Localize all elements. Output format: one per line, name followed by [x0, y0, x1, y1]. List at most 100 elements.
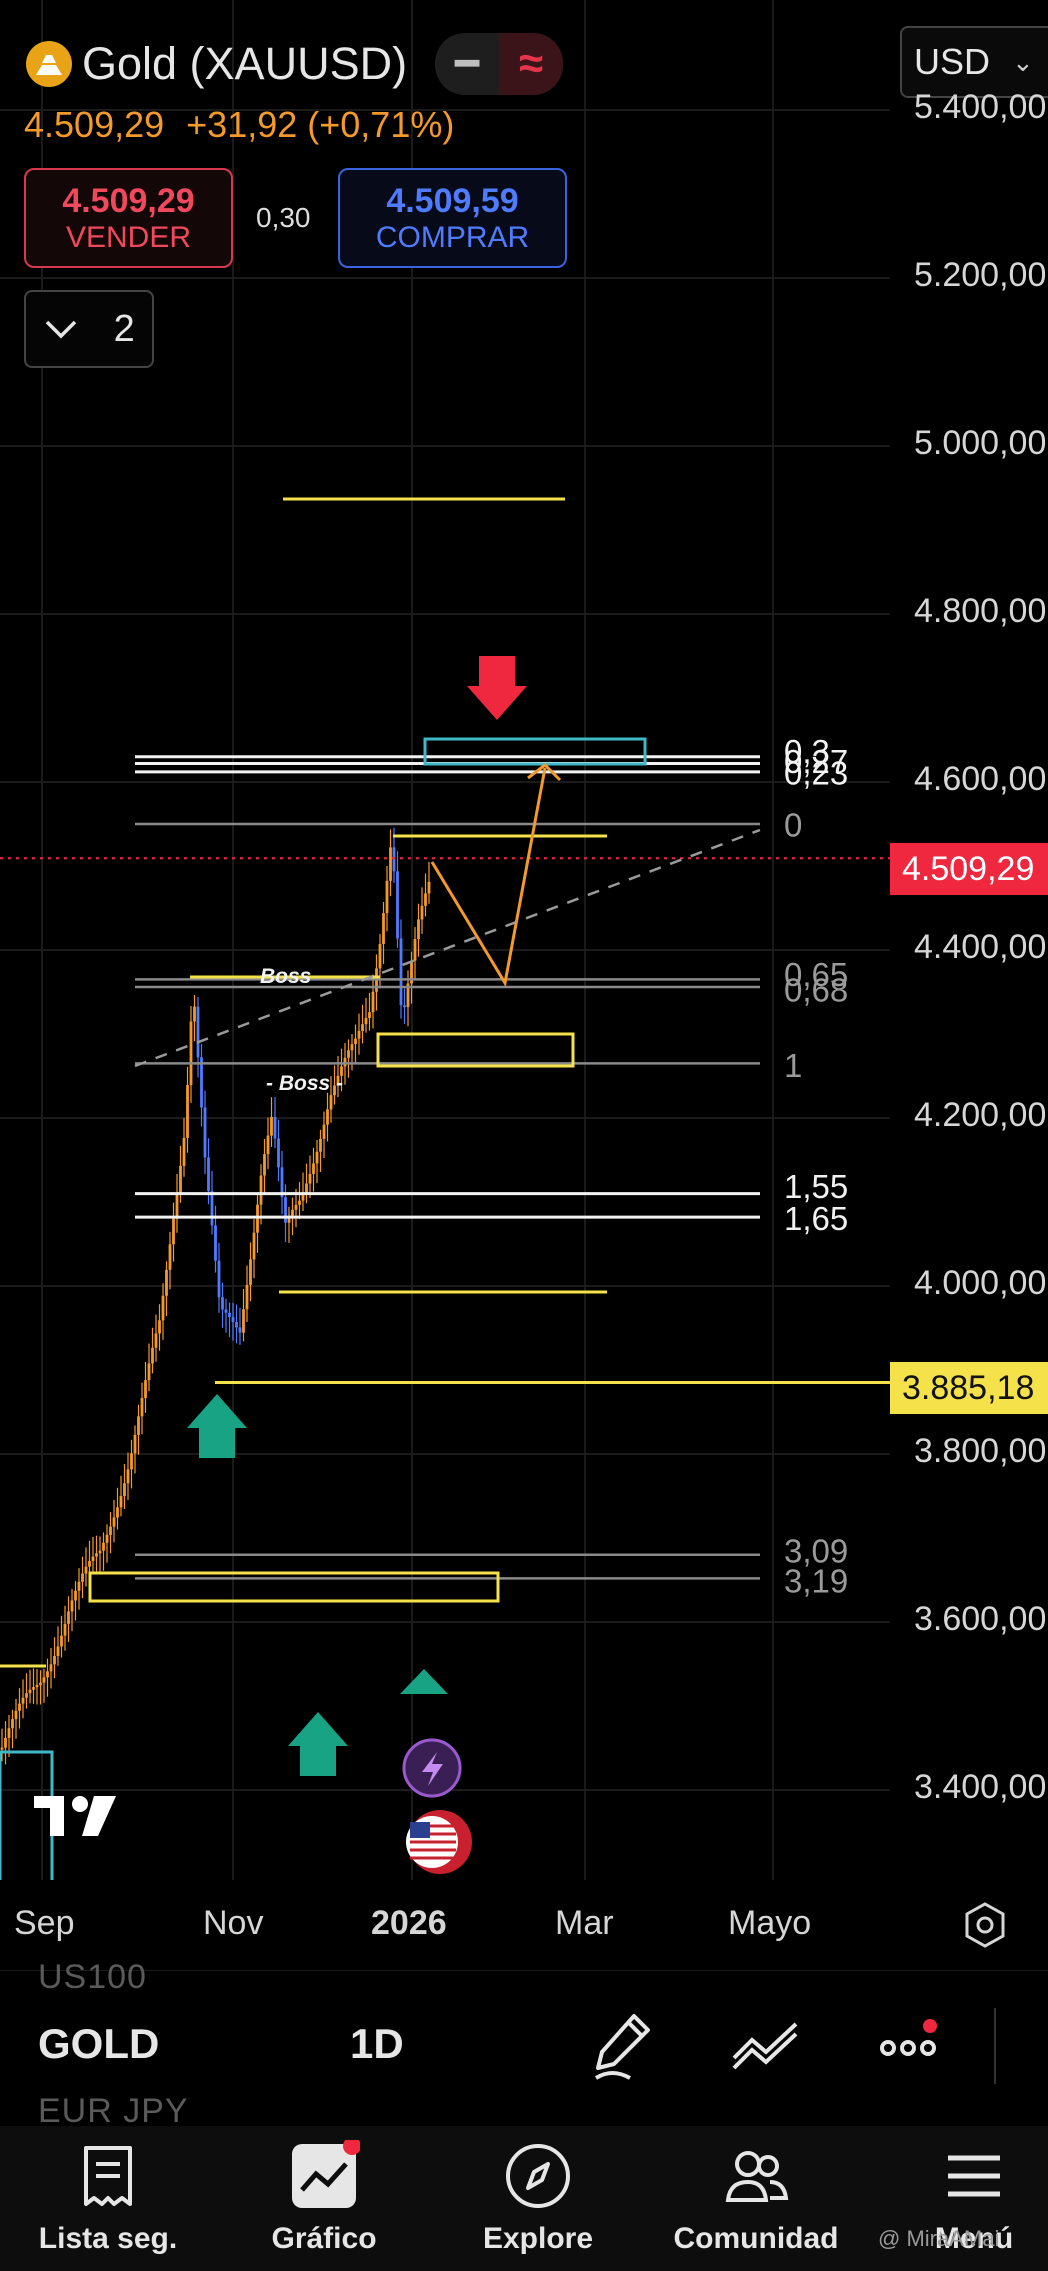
candle-body [158, 1320, 161, 1334]
candle-body [336, 1075, 340, 1086]
candle-body [235, 1322, 238, 1328]
toolbar-symbol[interactable]: GOLD [38, 2020, 160, 2067]
symbol-title[interactable]: Gold (XAUUSD) [82, 38, 408, 89]
candle-body [35, 1685, 39, 1688]
indicators-toggle-button[interactable]: 2 [24, 290, 154, 368]
candle-body [168, 1244, 172, 1270]
candle-body [123, 1483, 126, 1496]
chart-style-toggle[interactable]: ━ ≈ [435, 33, 564, 95]
candle-body [259, 1175, 263, 1205]
candle-body [147, 1363, 151, 1381]
candle-body [263, 1154, 266, 1176]
candle-body [95, 1553, 98, 1557]
candle-body [413, 939, 417, 961]
nav-menu[interactable]: Menú [874, 2140, 1048, 2256]
time-label-sep: Sep [14, 1904, 75, 1942]
candle-body [333, 1085, 336, 1096]
fib-level-label: 0 [784, 807, 802, 844]
candle-body [210, 1191, 214, 1226]
nav-watchlist[interactable]: Lista seg. [8, 2140, 208, 2256]
price-axis-label: 5.200,00 [914, 256, 1047, 294]
candle-body [126, 1469, 130, 1484]
candle-body [301, 1192, 305, 1201]
price-chart[interactable]: 0,30,270,23 0 0,650,68 1 1,551,65 3,093,19 Bos… [0, 0, 1048, 1880]
ghost-symbol-above: US100 [38, 1958, 147, 1996]
sell-price: 4.509,29 [62, 181, 195, 220]
candle-body [361, 1024, 364, 1031]
last-price: 4.509,29 [24, 104, 165, 145]
price-change-line: 4.509,29 +31,92 (+0,71%) [24, 104, 454, 146]
boss-label-1: Boss [260, 965, 311, 988]
fib-level-label: 3,09 [784, 1532, 848, 1569]
candle-body [70, 1600, 74, 1612]
candle-body [116, 1507, 119, 1518]
candle-body [319, 1138, 322, 1152]
candle-body [0, 1747, 4, 1750]
up-arrow-icon [288, 1712, 348, 1776]
candle-body [88, 1560, 91, 1567]
price-axis-label: 4.000,00 [914, 1264, 1047, 1302]
candle-body [200, 1057, 203, 1108]
candle-body [203, 1107, 207, 1158]
price-axis-label: 4.200,00 [914, 1096, 1047, 1134]
candle-body [417, 919, 420, 940]
watermark-text: @ MiraAMai [878, 2226, 1000, 2251]
candle-body [18, 1703, 21, 1711]
candle-body [32, 1687, 35, 1690]
symbol-header[interactable]: Gold (XAUUSD) ━ ≈ [26, 30, 564, 98]
nav-label-chart: Gráfico [271, 2222, 377, 2255]
fib-level-label: 0,27 [784, 743, 848, 780]
candle-body [165, 1269, 168, 1296]
candle-body [385, 880, 389, 914]
candle-body [238, 1327, 242, 1333]
pencil-icon[interactable] [582, 2006, 662, 2086]
nav-community[interactable]: Comunidad [656, 2140, 856, 2256]
candle-body [424, 893, 427, 906]
candle-body [21, 1697, 25, 1704]
more-options-icon[interactable] [870, 2006, 950, 2086]
indicator-count: 2 [113, 307, 135, 350]
candle-body [172, 1218, 175, 1245]
sell-button[interactable]: 4.509,29 VENDER [24, 168, 233, 268]
candle-body [350, 1044, 354, 1051]
nav-chart[interactable]: Gráfico [224, 2140, 424, 2256]
candle-body [28, 1689, 32, 1694]
candle-body [109, 1526, 112, 1535]
candle-body [112, 1517, 116, 1527]
candle-body [151, 1347, 154, 1364]
nav-label-explore: Explore [482, 2222, 594, 2255]
time-label-nov: Nov [203, 1904, 264, 1942]
wave-icon[interactable]: ≈ [499, 33, 564, 95]
candle-body [406, 983, 410, 1008]
chart-icon [292, 2140, 360, 2208]
candle-body [305, 1183, 308, 1193]
currency-select[interactable]: USD ⌄ [900, 26, 1048, 98]
candle-body [60, 1635, 63, 1647]
candle-body [154, 1333, 158, 1348]
time-label-2026: 2026 [371, 1904, 447, 1942]
trend-tools-icon[interactable] [726, 2006, 806, 2086]
candle-body [11, 1719, 14, 1729]
ghost-symbol-below: EUR JPY [38, 2092, 189, 2130]
current-price-tag: 4.509,29 [890, 843, 1048, 895]
time-label-mayo: Mayo [728, 1904, 812, 1942]
toolbar-timeframe[interactable]: 1D [350, 2020, 404, 2067]
chart-settings-icon[interactable] [960, 1900, 1010, 1950]
gold-logo-icon [26, 41, 72, 87]
candle-body [270, 1117, 273, 1136]
candle-body [277, 1138, 280, 1168]
candle-body [298, 1200, 301, 1205]
price-axis-label: 5.000,00 [914, 424, 1047, 462]
candle-body [231, 1317, 235, 1323]
candle-body [161, 1295, 165, 1321]
nav-explore[interactable]: Explore [438, 2140, 638, 2256]
candle-body [49, 1664, 53, 1672]
candlesticks [0, 827, 431, 1765]
support-price-tag: 3.885,18 [890, 1362, 1048, 1414]
candle-body [354, 1038, 357, 1045]
buy-button[interactable]: 4.509,59 COMPRAR [338, 168, 567, 268]
fib-level-label: 0,65 [784, 956, 848, 993]
candle-body [420, 905, 424, 920]
minus-icon[interactable]: ━ [455, 42, 480, 86]
candle-body [7, 1728, 11, 1738]
